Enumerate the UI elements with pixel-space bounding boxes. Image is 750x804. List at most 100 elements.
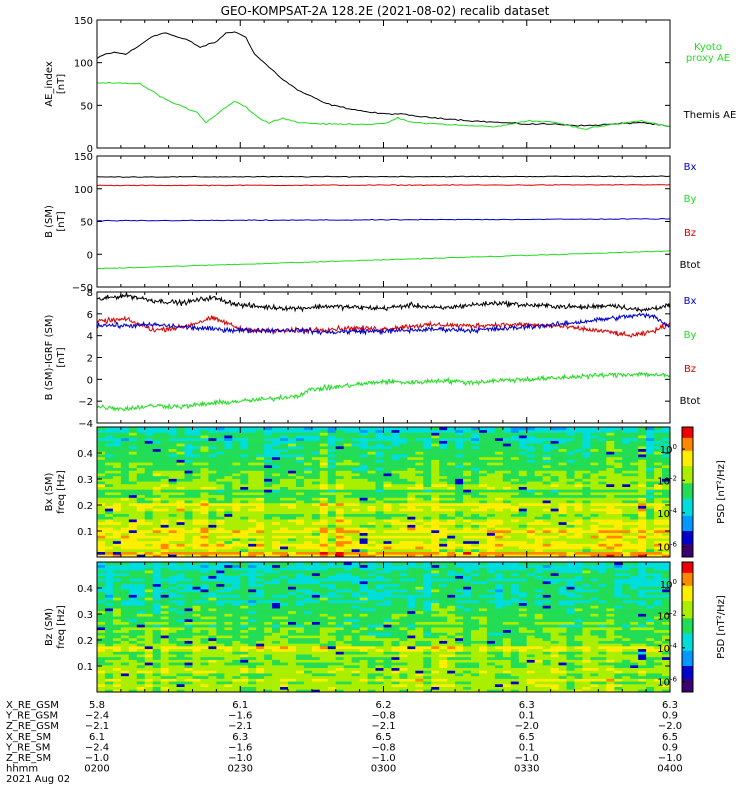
spectrogram-cell <box>224 446 232 449</box>
spectrogram-cell <box>654 527 662 530</box>
spectrogram-cell <box>256 506 264 509</box>
spectrogram-cell <box>543 487 551 490</box>
spectrogram-cell <box>431 457 439 460</box>
spectrogram-cell <box>399 454 407 457</box>
spectrogram-cell <box>328 497 336 500</box>
spectrogram-cell <box>272 635 280 638</box>
spectrogram-cell <box>590 552 598 555</box>
spectrogram-cell <box>256 549 264 552</box>
spectrogram-cell <box>145 438 153 441</box>
spectrogram-cell <box>535 497 543 500</box>
spectrogram-cell <box>240 643 248 646</box>
spectrogram-cell <box>129 567 137 570</box>
spectrogram-cell <box>224 500 232 503</box>
spectrogram-cell <box>638 465 646 468</box>
spectrogram-cell <box>606 457 614 460</box>
spectrogram-cell <box>368 432 376 435</box>
spectrogram-cell <box>97 489 105 492</box>
spectrogram-cell <box>551 460 559 463</box>
spectrogram-cell <box>208 605 216 608</box>
spectrogram-cell <box>145 516 153 519</box>
spectrogram-cell <box>455 522 463 525</box>
spectrogram-cell <box>153 533 161 536</box>
spectrogram-cell <box>320 478 328 481</box>
spectrogram-cell <box>216 506 224 509</box>
spectrogram-cell <box>503 489 511 492</box>
spectrogram-cell <box>368 489 376 492</box>
spectrogram-cell <box>272 484 280 487</box>
spectrogram-cell <box>376 525 384 528</box>
spectrogram-cell <box>312 508 320 511</box>
spectrogram-cell <box>582 552 590 555</box>
spectrogram-cell <box>137 616 145 619</box>
spectrogram-cell <box>567 476 575 479</box>
spectrogram-cell <box>169 541 177 544</box>
spectrogram-cell <box>248 668 256 671</box>
spectrogram-cell <box>264 595 272 598</box>
spectrogram-cell <box>216 684 224 687</box>
spectrogram-cell <box>216 641 224 644</box>
spectrogram-cell <box>113 603 121 606</box>
spectrogram-cell <box>575 495 583 498</box>
spectrogram-cell <box>240 578 248 581</box>
spectrogram-cell <box>495 454 503 457</box>
series-line-by <box>97 251 670 269</box>
spectrogram-cell <box>121 549 129 552</box>
spectrogram-cell <box>654 538 662 541</box>
spectrogram-cell <box>376 549 384 552</box>
spectrogram-cell <box>535 503 543 506</box>
spectrogram-cell <box>193 446 201 449</box>
spectrogram-cell <box>232 651 240 654</box>
spectrogram-cell <box>121 511 129 514</box>
spectrogram-cell <box>185 605 193 608</box>
spectrogram-cell <box>352 533 360 536</box>
spectrogram-cell <box>97 449 105 452</box>
spectrogram-cell <box>646 506 654 509</box>
spectrogram-cell <box>224 676 232 679</box>
spectrogram-cell <box>312 511 320 514</box>
spectrogram-cell <box>543 495 551 498</box>
spectrogram-cell <box>208 627 216 630</box>
spectrogram-cell <box>320 468 328 471</box>
spectrogram-cell <box>256 495 264 498</box>
spectrogram-cell <box>256 657 264 660</box>
spectrogram-cell <box>169 430 177 433</box>
spectrogram-cell <box>312 497 320 500</box>
spectrogram-cell <box>320 489 328 492</box>
spectrogram-cell <box>200 535 208 538</box>
spectrogram-cell <box>598 530 606 533</box>
spectrogram-cell <box>543 506 551 509</box>
spectrogram-cell <box>137 514 145 517</box>
spectrogram-cell <box>129 595 137 598</box>
spectrogram-cell <box>121 522 129 525</box>
spectrogram-cell <box>200 665 208 668</box>
spectrogram-cell <box>153 525 161 528</box>
spectrogram-cell <box>551 430 559 433</box>
spectrogram-cell <box>511 500 519 503</box>
spectrogram-cell <box>280 570 288 573</box>
spectrogram-cell <box>415 470 423 473</box>
spectrogram-cell <box>328 503 336 506</box>
spectrogram-cell <box>169 530 177 533</box>
spectrogram-cell <box>161 673 169 676</box>
spectrogram-cell <box>590 476 598 479</box>
spectrogram-cell <box>105 627 113 630</box>
spectrogram-cell <box>630 460 638 463</box>
spectrogram-cell <box>527 435 535 438</box>
spectrogram-cell <box>137 584 145 587</box>
spectrogram-cell <box>312 481 320 484</box>
spectrogram-cell <box>137 535 145 538</box>
spectrogram-cell <box>113 432 121 435</box>
spectrogram-cell <box>598 514 606 517</box>
spectrogram-cell <box>121 552 129 555</box>
spectrogram-cell <box>113 573 121 576</box>
spectrogram-cell <box>519 443 527 446</box>
spectrogram-cell <box>105 668 113 671</box>
spectrogram-cell <box>224 589 232 592</box>
spectrogram-cell <box>232 516 240 519</box>
spectrogram-cell <box>121 530 129 533</box>
spectrogram-cell <box>368 535 376 538</box>
spectrogram-cell <box>296 476 304 479</box>
spectrogram-cell <box>415 451 423 454</box>
spectrogram-cell <box>121 676 129 679</box>
